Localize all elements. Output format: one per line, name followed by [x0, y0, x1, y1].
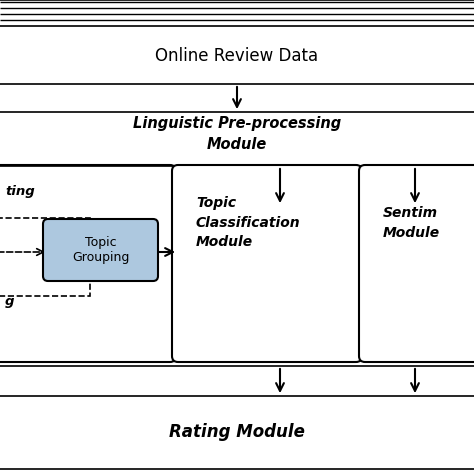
- FancyBboxPatch shape: [172, 165, 362, 362]
- Text: Online Review Data: Online Review Data: [155, 47, 319, 65]
- Text: Rating Module: Rating Module: [169, 423, 305, 441]
- FancyBboxPatch shape: [43, 219, 158, 281]
- Text: g: g: [5, 295, 15, 309]
- Text: Linguistic Pre-processing
Module: Linguistic Pre-processing Module: [133, 116, 341, 152]
- Text: Topic
Classification
Module: Topic Classification Module: [196, 196, 301, 249]
- FancyBboxPatch shape: [0, 165, 176, 362]
- Text: Topic
Grouping: Topic Grouping: [72, 236, 129, 264]
- Bar: [0, 218, 90, 296]
- FancyBboxPatch shape: [359, 165, 474, 362]
- Text: ting: ting: [5, 184, 35, 198]
- Text: Sentim
Module: Sentim Module: [383, 206, 440, 239]
